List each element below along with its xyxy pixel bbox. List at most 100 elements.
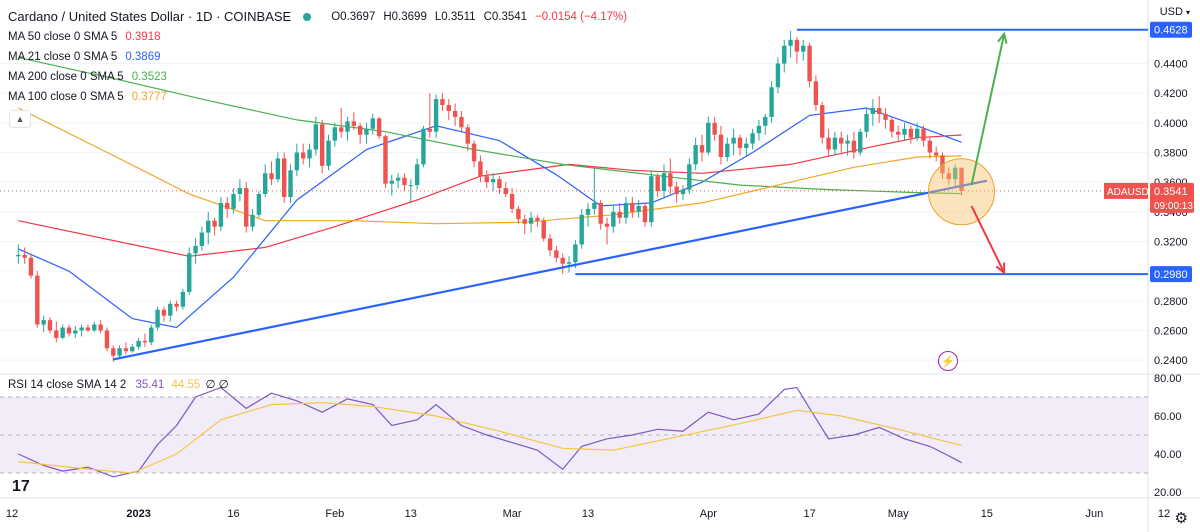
- candle-body: [858, 131, 863, 153]
- candle: [326, 134, 331, 171]
- chevron-down-icon: ▾: [1185, 8, 1190, 17]
- candle: [851, 131, 857, 159]
- candle-body: [294, 152, 300, 171]
- candle: [820, 102, 825, 144]
- price-tick-label: 0.4400: [1154, 59, 1188, 71]
- candle: [199, 226, 205, 251]
- price-tick-label: 0.3800: [1154, 148, 1188, 160]
- candle-body: [351, 121, 357, 126]
- candle-body: [402, 177, 407, 186]
- ohlc-close: C0.3541: [483, 11, 528, 23]
- candle: [788, 30, 793, 58]
- indicator-label: MA 200 close 0 SMA 5: [8, 71, 124, 83]
- candle-body: [674, 186, 679, 195]
- candle: [370, 113, 376, 135]
- candle: [585, 202, 591, 227]
- candle: [288, 164, 293, 203]
- candle: [604, 217, 610, 245]
- currency-label: USD: [1159, 6, 1183, 18]
- tradingview-logo-icon[interactable]: 17: [12, 478, 30, 495]
- candle: [801, 39, 806, 61]
- candle-body: [193, 245, 198, 254]
- arrow-head: [997, 31, 1008, 44]
- candle: [914, 122, 920, 141]
- rsi-legend[interactable]: RSI 14 close SMA 14 2 35.41 44.55 ∅ ∅: [8, 377, 229, 391]
- candle: [28, 253, 34, 279]
- candle: [313, 116, 319, 156]
- candle-body: [908, 128, 914, 138]
- candle-body: [459, 116, 464, 128]
- candle: [237, 179, 243, 202]
- candle-body: [573, 244, 578, 263]
- ma-line: [18, 107, 962, 225]
- candle-body: [668, 173, 673, 187]
- indicator-ma50[interactable]: MA 50 close 0 SMA 5 0.3918: [8, 27, 627, 47]
- candle-body: [54, 330, 59, 338]
- candle: [250, 208, 255, 232]
- flash-icon[interactable]: ⚡: [938, 351, 958, 371]
- price-tick-label: 0.3200: [1154, 236, 1188, 248]
- candle-body: [725, 143, 730, 157]
- time-tick-label: 13: [582, 508, 594, 520]
- indicator-ma21[interactable]: MA 21 close 0 SMA 5 0.3869: [8, 47, 627, 67]
- time-tick-label: 17: [803, 508, 815, 520]
- time-tick-label: 13: [405, 508, 417, 520]
- countdown-text: 09:00:13: [1154, 201, 1193, 212]
- level-label-high: 0.4628: [1150, 21, 1192, 38]
- candle-body: [111, 348, 116, 356]
- gear-icon[interactable]: ⚙: [1174, 510, 1188, 527]
- candle: [858, 128, 863, 156]
- candle: [484, 170, 489, 189]
- candle-body: [370, 118, 376, 129]
- candle: [300, 143, 306, 165]
- candle-body: [820, 105, 825, 138]
- candle: [351, 112, 357, 131]
- candle-body: [92, 324, 97, 331]
- candle: [117, 345, 122, 359]
- candle: [149, 324, 154, 346]
- candle: [408, 179, 413, 203]
- candle-body: [408, 185, 413, 187]
- candle-body: [142, 340, 148, 343]
- candle-body: [617, 211, 622, 218]
- indicator-label: MA 21 close 0 SMA 5: [8, 51, 118, 63]
- indicator-ma100[interactable]: MA 100 close 0 SMA 5 0.3777: [8, 87, 627, 107]
- candle-body: [851, 140, 857, 153]
- candle: [357, 122, 363, 144]
- candle-body: [35, 275, 40, 325]
- candle: [231, 188, 236, 214]
- currency-selector[interactable]: USD ▾: [1160, 6, 1190, 18]
- candle-body: [516, 208, 521, 220]
- candle: [883, 108, 888, 129]
- candle-body: [326, 140, 331, 166]
- rsi-sma-line: [18, 402, 962, 474]
- symbol-price-badge: ADAUSD 0.3541 09:00:13: [1104, 182, 1194, 213]
- candle: [623, 197, 629, 224]
- time-tick-label: Feb: [325, 508, 344, 520]
- ohlc-high: H0.3699: [383, 11, 427, 23]
- collapse-legend-button[interactable]: ▲: [9, 110, 31, 128]
- horizontal-levels: [575, 28, 1148, 276]
- candle: [750, 128, 755, 150]
- candle: [364, 122, 369, 144]
- candle: [269, 161, 274, 186]
- candle-body: [149, 327, 154, 343]
- indicator-ma200[interactable]: MA 200 close 0 SMA 5 0.3523: [8, 67, 627, 87]
- candle: [826, 128, 831, 156]
- candle: [813, 75, 819, 111]
- candle: [307, 143, 312, 168]
- candle-body: [604, 223, 610, 227]
- candle: [889, 116, 895, 138]
- candle-body: [446, 105, 451, 111]
- candle: [731, 128, 736, 156]
- candle-body: [585, 208, 591, 215]
- candle-body: [636, 205, 641, 212]
- candle-body: [712, 122, 717, 135]
- trendline: [113, 179, 988, 361]
- rsi-tick-label: 80.00: [1154, 373, 1182, 385]
- symbol-title[interactable]: Cardano / United States Dollar · 1D · CO…: [8, 9, 292, 24]
- candle-body: [756, 125, 762, 134]
- rsi-tick-label: 40.00: [1154, 449, 1182, 461]
